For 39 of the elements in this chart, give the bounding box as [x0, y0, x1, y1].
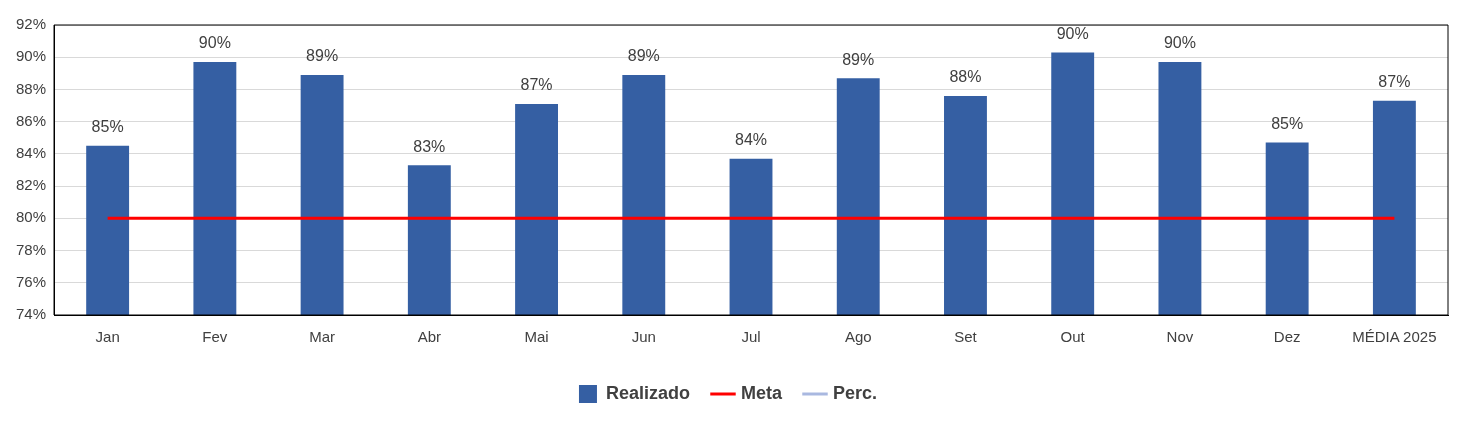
y-tick-label: 80%: [15, 208, 47, 226]
y-tick-label: 76%: [15, 272, 47, 290]
data-label: 90%: [1163, 34, 1196, 52]
x-tick-label: Nov: [1166, 328, 1194, 346]
y-tick-label: 90%: [15, 47, 47, 65]
data-label: 90%: [1056, 24, 1089, 42]
x-tick-label: Mar: [309, 328, 336, 346]
data-label: 84%: [735, 131, 768, 149]
data-label: 88%: [949, 68, 982, 86]
legend-label: Perc.: [833, 382, 878, 403]
x-tick-label: Dez: [1273, 328, 1301, 346]
data-label: 85%: [1271, 115, 1304, 133]
x-tick-label: Jul: [741, 328, 761, 346]
data-label: 89%: [306, 47, 339, 65]
y-tick-label: 86%: [15, 111, 47, 129]
y-tick-label: 74%: [15, 305, 47, 323]
x-tick-label: Set: [954, 328, 978, 346]
legend-label: Meta: [740, 382, 783, 403]
y-tick-label: 88%: [15, 79, 47, 97]
data-label: 90%: [198, 34, 231, 52]
y-tick-label: 78%: [15, 240, 47, 258]
data-label: 87%: [1378, 73, 1411, 91]
x-tick-label: Ago: [844, 328, 872, 346]
y-tick-label: 92%: [15, 15, 47, 33]
data-label: 87%: [520, 76, 553, 94]
x-tick-label: Abr: [417, 328, 441, 346]
x-tick-label: Fev: [202, 328, 228, 346]
x-tick-label: Mai: [524, 328, 549, 346]
data-label: 83%: [413, 137, 446, 155]
x-tick-label: Jun: [631, 328, 656, 346]
data-label: 85%: [91, 118, 124, 136]
data-label: 89%: [627, 47, 660, 65]
legend-label: Realizado: [605, 382, 690, 403]
x-tick-label: MÉDIA 2025: [1352, 328, 1437, 346]
y-tick-label: 82%: [15, 176, 47, 194]
data-label: 89%: [842, 50, 875, 68]
x-tick-label: Jan: [95, 328, 120, 346]
x-tick-label: Out: [1060, 328, 1086, 346]
y-tick-label: 84%: [15, 144, 47, 162]
